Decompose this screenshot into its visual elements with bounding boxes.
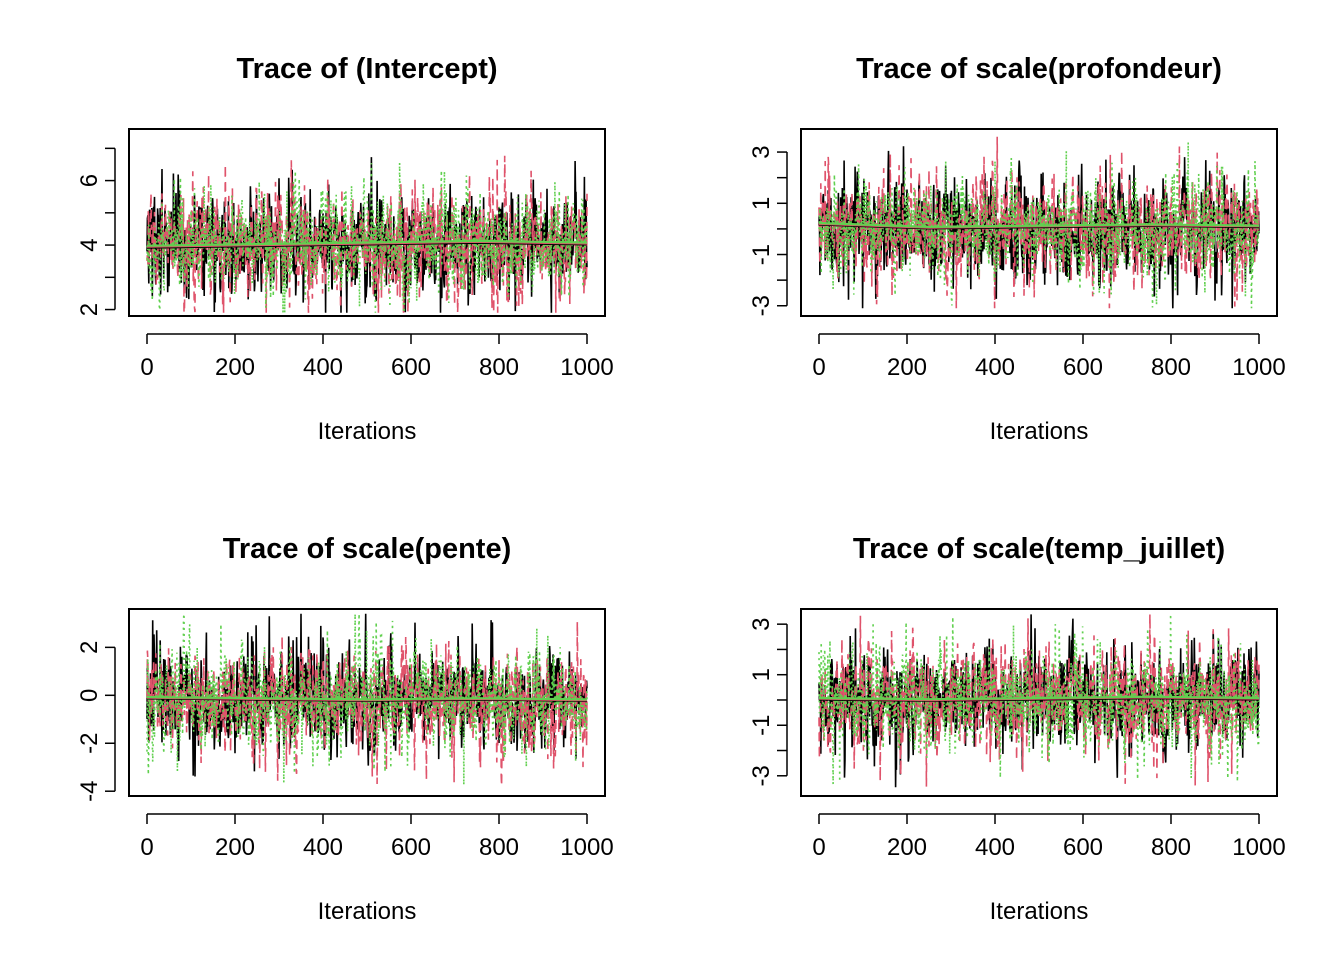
x-axis: 0 200 400 600 800 1000: [140, 333, 614, 381]
panel-1: Trace of (Intercept) 0 200 400 600 800 1000 Ite…: [76, 53, 614, 445]
chain-3-trace: [818, 142, 1260, 309]
x-tick-label: 0: [140, 834, 153, 861]
trace-lines: [146, 155, 588, 314]
x-tick-label: 1000: [560, 354, 613, 381]
y-axis: -3 -1 1 3: [748, 145, 788, 316]
x-tick-label: 800: [1151, 834, 1191, 861]
x-tick-label: 600: [1063, 354, 1103, 381]
chain-2-trace: [818, 136, 1260, 309]
plot-frame: [128, 128, 606, 317]
chain-2-trace: [146, 621, 588, 787]
y-tick-label: 3: [748, 145, 775, 158]
x-tick-label: 600: [1063, 834, 1103, 861]
x-tick-label: 400: [303, 834, 343, 861]
y-axis: -4 -2 0 2: [76, 641, 116, 802]
trace-lines: [146, 613, 588, 787]
y-tick-label: 6: [76, 174, 103, 187]
trace-lines: [818, 614, 1260, 788]
plot-title: Trace of scale(temp_juillet): [853, 533, 1225, 565]
y-tick-label: -3: [748, 295, 775, 316]
plot-title: Trace of scale(profondeur): [856, 53, 1222, 85]
x-axis-label: Iterations: [318, 898, 417, 925]
x-tick-label: 200: [215, 354, 255, 381]
x-tick-label: 800: [479, 354, 519, 381]
x-axis: 0 200 400 600 800 1000: [812, 813, 1286, 861]
x-tick-label: 200: [215, 834, 255, 861]
x-tick-label: 0: [812, 834, 825, 861]
x-tick-label: 200: [887, 834, 927, 861]
y-tick-label: 1: [748, 668, 775, 681]
chain-2-trace: [818, 614, 1260, 787]
chain-3-smooth: [818, 221, 1260, 229]
x-tick-label: 600: [391, 354, 431, 381]
x-axis-label: Iterations: [990, 418, 1089, 445]
x-axis-label: Iterations: [318, 418, 417, 445]
x-tick-label: 600: [391, 834, 431, 861]
y-axis: -3 -1 1 3: [748, 617, 788, 786]
chain-3-smooth: [146, 695, 588, 701]
x-axis: 0 200 400 600 800 1000: [140, 813, 614, 861]
panel-3: Trace of scale(pente) 0 200 400 600 800 1000 It…: [76, 533, 614, 925]
x-axis: 0 200 400 600 800 1000: [812, 333, 1286, 381]
plot-frame: [800, 128, 1278, 317]
y-tick-label: -4: [76, 781, 103, 802]
y-tick-label: -1: [748, 244, 775, 265]
chain-3-smooth: [146, 239, 588, 247]
x-tick-label: 0: [812, 354, 825, 381]
plot-frame: [128, 608, 606, 797]
x-tick-label: 400: [975, 834, 1015, 861]
chain-1-trace: [146, 613, 588, 777]
x-tick-label: 400: [303, 354, 343, 381]
y-tick-label: -2: [76, 733, 103, 754]
plot-title: Trace of (Intercept): [236, 53, 497, 85]
y-tick-label: 2: [76, 641, 103, 654]
y-tick-label: 1: [748, 197, 775, 210]
y-tick-label: -1: [748, 715, 775, 736]
chain-1-trace: [146, 157, 588, 313]
panel-2: Trace of scale(profondeur) 0 200 400 600 800 1…: [748, 53, 1286, 445]
plot-title: Trace of scale(pente): [223, 533, 512, 565]
chain-3-trace: [146, 613, 588, 785]
x-tick-label: 1000: [1232, 354, 1285, 381]
y-tick-label: 3: [748, 617, 775, 630]
x-tick-label: 0: [140, 354, 153, 381]
y-axis: 2 4 6: [76, 147, 116, 316]
plot-frame: [800, 608, 1278, 797]
y-tick-label: 0: [76, 689, 103, 702]
x-tick-label: 800: [1151, 354, 1191, 381]
chain-3-trace: [818, 614, 1260, 785]
trace-lines: [818, 136, 1260, 309]
chain-3-trace: [146, 162, 588, 313]
y-tick-label: 4: [76, 238, 103, 251]
x-tick-label: 1000: [560, 834, 613, 861]
x-tick-label: 1000: [1232, 834, 1285, 861]
x-tick-label: 200: [887, 354, 927, 381]
x-tick-label: 800: [479, 834, 519, 861]
y-tick-label: -3: [748, 765, 775, 786]
y-tick-label: 2: [76, 303, 103, 316]
chain-3-smooth: [818, 695, 1260, 701]
x-tick-label: 400: [975, 354, 1015, 381]
x-axis-label: Iterations: [990, 898, 1089, 925]
panel-4: Trace of scale(temp_juillet) 0 200 400 600 80…: [748, 533, 1286, 925]
